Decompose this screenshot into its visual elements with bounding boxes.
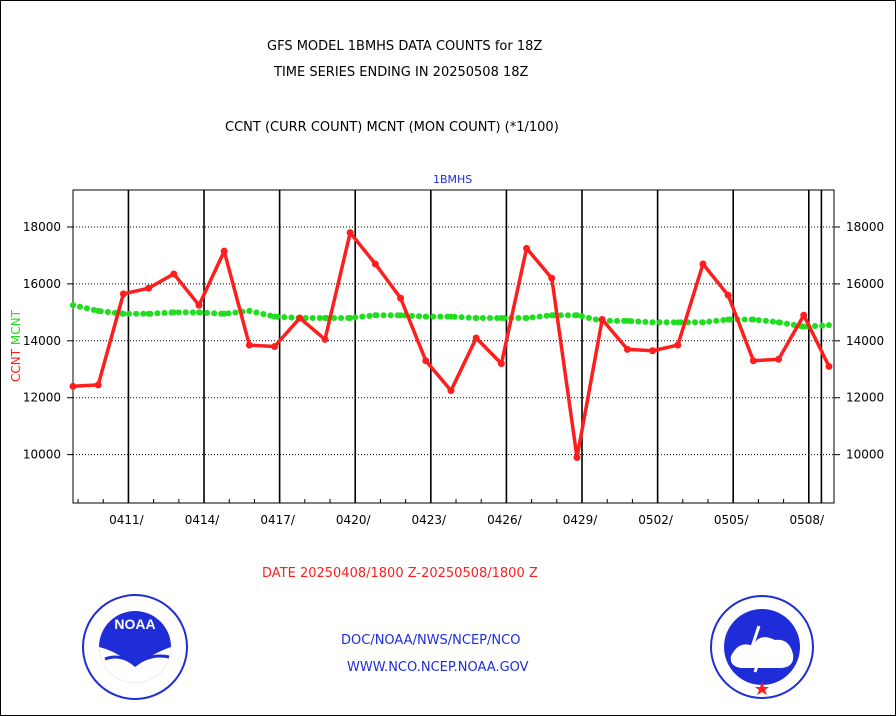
data-point-mcnt — [221, 310, 228, 317]
data-point-ccnt — [371, 260, 379, 268]
data-point-ccnt — [321, 335, 329, 343]
footer-url: WWW.NCO.NCEP.NOAA.GOV — [347, 660, 529, 675]
data-point-ccnt — [649, 347, 657, 355]
data-point-mcnt — [347, 315, 354, 322]
x-tick-label: 0502/ — [638, 513, 674, 527]
y-tick-label-right: 18000 — [846, 220, 884, 234]
x-tick-label: 0411/ — [109, 513, 145, 527]
data-point-mcnt — [170, 309, 177, 316]
data-point-ccnt — [145, 284, 153, 292]
data-point-ccnt — [775, 355, 783, 363]
data-point-ccnt — [245, 341, 253, 349]
data-point-ccnt — [497, 360, 505, 368]
series-line-ccnt — [71, 230, 831, 460]
y-tick-label-left: 16000 — [23, 277, 61, 291]
data-point-mcnt — [70, 302, 76, 309]
plot-frame — [72, 189, 835, 504]
x-tick-label: 0423/ — [412, 513, 448, 527]
data-point-ccnt — [94, 381, 102, 389]
data-point-mcnt — [498, 315, 505, 322]
data-point-mcnt — [246, 307, 253, 314]
data-point-ccnt — [598, 315, 606, 323]
x-tick-label: 0505/ — [714, 513, 750, 527]
data-point-ccnt — [825, 362, 833, 370]
data-point-ccnt — [674, 341, 682, 349]
data-point-ccnt — [69, 382, 77, 390]
data-point-ccnt — [724, 291, 732, 299]
data-point-mcnt — [397, 312, 404, 319]
data-point-mcnt — [523, 315, 530, 322]
data-point-ccnt — [472, 334, 480, 342]
y-tick-label-right: 10000 — [846, 448, 884, 462]
data-point-mcnt — [95, 307, 102, 314]
data-point-ccnt — [548, 274, 556, 282]
data-point-mcnt — [321, 315, 328, 322]
y-axis-label-mcnt: MCNT — [9, 309, 23, 345]
data-point-mcnt — [271, 313, 278, 320]
data-point-mcnt — [800, 323, 807, 330]
data-point-ccnt — [170, 270, 178, 278]
data-point-ccnt — [271, 343, 279, 350]
data-point-mcnt — [195, 309, 202, 316]
data-point-mcnt — [624, 317, 631, 324]
plot-title: 1BMHS — [433, 173, 473, 186]
chart-title-line3: CCNT (CURR COUNT) MCNT (MON COUNT) (*1/1… — [225, 120, 559, 135]
data-point-mcnt — [674, 319, 681, 326]
data-point-mcnt — [775, 319, 782, 326]
data-point-mcnt — [145, 310, 152, 317]
y-tick-label-right: 12000 — [846, 391, 884, 405]
data-point-mcnt — [447, 313, 454, 320]
x-tick-label: 0420/ — [336, 513, 372, 527]
data-point-ccnt — [422, 357, 430, 365]
data-point-ccnt — [573, 453, 581, 461]
data-point-mcnt — [422, 313, 429, 320]
chart-title-line1: GFS MODEL 1BMHS DATA COUNTS for 18Z — [267, 39, 543, 54]
x-tick-label: 0417/ — [260, 513, 296, 527]
data-point-ccnt — [749, 357, 757, 365]
chart-title-line2: TIME SERIES ENDING IN 20250508 18Z — [274, 65, 529, 80]
x-tick-label: 0508/ — [790, 513, 826, 527]
data-point-mcnt — [473, 315, 480, 322]
data-point-mcnt — [548, 312, 555, 319]
data-point-ccnt — [447, 387, 455, 395]
footer-org: DOC/NOAA/NWS/NCEP/NCO — [341, 633, 521, 648]
data-point-ccnt — [346, 229, 354, 237]
y-axis-label: CCNT MCNT — [9, 309, 23, 382]
x-tick-label: 0429/ — [563, 513, 599, 527]
y-tick-label-left: 10000 — [23, 448, 61, 462]
data-point-ccnt — [119, 290, 127, 298]
data-point-mcnt — [573, 312, 580, 319]
y-tick-label-right: 14000 — [846, 334, 884, 348]
nws-logo-icon — [710, 595, 814, 699]
y-axis-label-ccnt: CCNT — [9, 345, 23, 382]
data-point-mcnt — [699, 319, 706, 326]
data-point-mcnt — [750, 316, 757, 323]
y-tick-label-right: 16000 — [846, 277, 884, 291]
svg-text:NOAA: NOAA — [114, 616, 155, 632]
data-point-ccnt — [397, 294, 405, 302]
data-point-mcnt — [120, 310, 127, 317]
x-tick-label: 0426/ — [487, 513, 523, 527]
noaa-logo-icon: NOAA — [82, 594, 188, 700]
data-point-ccnt — [523, 244, 531, 252]
data-point-ccnt — [699, 260, 707, 268]
data-point-ccnt — [296, 314, 304, 322]
data-point-ccnt — [195, 301, 203, 309]
data-point-mcnt — [372, 312, 379, 319]
x-tick-label: 0414/ — [185, 513, 221, 527]
y-tick-label-left: 12000 — [23, 391, 61, 405]
data-point-ccnt — [623, 345, 631, 353]
y-tick-label-left: 18000 — [23, 220, 61, 234]
y-tick-label-left: 14000 — [23, 334, 61, 348]
data-point-ccnt — [220, 247, 228, 255]
data-point-ccnt — [800, 311, 808, 319]
data-point-mcnt — [825, 322, 832, 329]
data-point-mcnt — [725, 316, 732, 323]
x-axis-label: DATE 20250408/1800 Z-20250508/1800 Z — [262, 566, 538, 581]
data-point-mcnt — [649, 319, 656, 326]
